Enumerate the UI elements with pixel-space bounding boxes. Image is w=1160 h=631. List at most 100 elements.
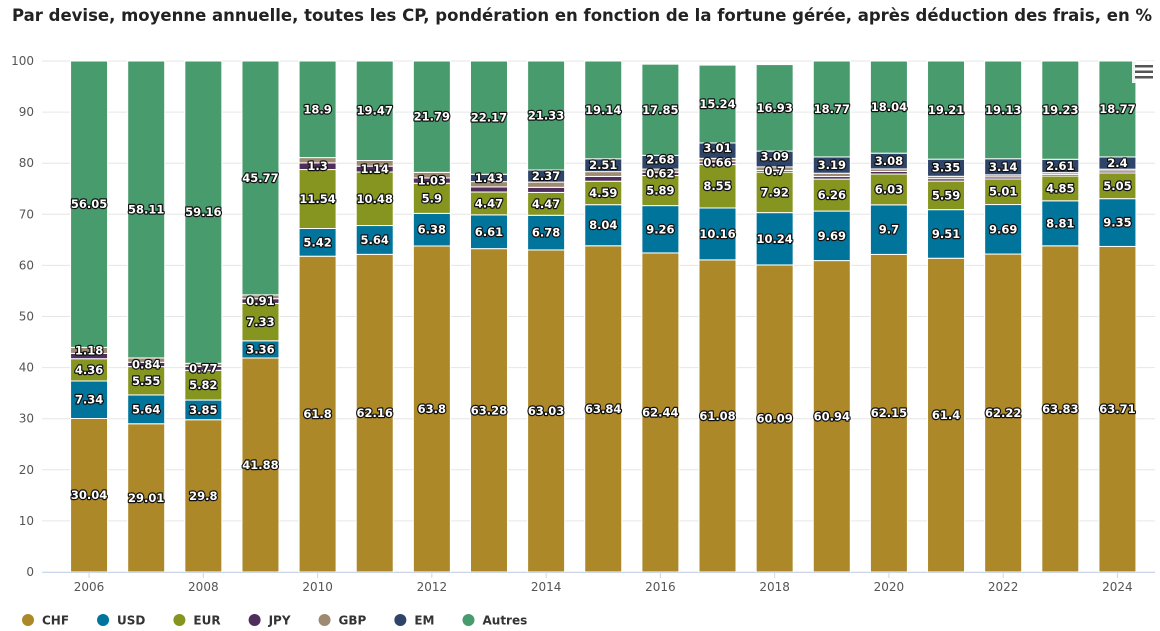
- bar-segment-autres-2011[interactable]: [355, 60, 394, 161]
- bar-segment-eur-2017[interactable]: [698, 163, 737, 209]
- bar-segment-chf-2012[interactable]: [412, 245, 451, 573]
- data-label: 63.28: [471, 403, 507, 417]
- bar-segment-autres-2009[interactable]: [241, 60, 280, 296]
- bar-segment-chf-2011[interactable]: [355, 253, 394, 573]
- bar-segment-chf-2010[interactable]: [298, 255, 337, 573]
- bar-segment-chf-2024[interactable]: [1098, 245, 1137, 573]
- bar-segment-eur-2008[interactable]: [184, 369, 223, 401]
- data-label: 21.79: [414, 110, 450, 124]
- data-label: 19.47: [357, 104, 393, 118]
- data-label: 19.14: [585, 103, 621, 117]
- data-label: 9.35: [1103, 216, 1131, 230]
- bar-segment-autres-2022[interactable]: [984, 60, 1023, 160]
- bar-segment-chf-2008[interactable]: [184, 419, 223, 573]
- bar-segment-jpy-2015[interactable]: [584, 175, 623, 182]
- bar-segment-autres-2013[interactable]: [469, 60, 508, 175]
- bar-segment-usd-2011[interactable]: [355, 225, 394, 255]
- bar-segment-eur-2024[interactable]: [1098, 172, 1137, 200]
- data-label: 3.08: [875, 154, 903, 168]
- bar-segment-chf-2013[interactable]: [469, 248, 508, 573]
- bar-segment-usd-2018[interactable]: [755, 212, 794, 266]
- data-label: 19.13: [985, 103, 1021, 117]
- legend-item-jpy[interactable]: JPY: [248, 614, 291, 628]
- data-label: 10.24: [756, 232, 792, 246]
- legend-marker: [173, 614, 186, 626]
- y-tick-label: 30: [19, 412, 34, 426]
- bar-segment-usd-2014[interactable]: [527, 214, 566, 251]
- data-label: 19.23: [1042, 103, 1078, 117]
- data-label: 62.22: [985, 406, 1021, 420]
- bar-segment-autres-2020[interactable]: [869, 60, 908, 154]
- legend-item-eur[interactable]: EUR: [173, 614, 221, 628]
- bar-segment-autres-2021[interactable]: [927, 60, 966, 160]
- data-label: 7.34: [75, 393, 103, 407]
- y-tick-label: 20: [19, 463, 34, 477]
- bar-segment-usd-2020[interactable]: [869, 204, 908, 255]
- legend-item-autres[interactable]: Autres: [462, 614, 527, 628]
- bar-segment-chf-2016[interactable]: [641, 252, 680, 573]
- x-tick-label: 2022: [988, 580, 1019, 594]
- legend-item-gbp[interactable]: GBP: [318, 614, 367, 628]
- bar-segment-eur-2023[interactable]: [1041, 175, 1080, 202]
- bar-segment-eur-2010[interactable]: [298, 169, 337, 230]
- bar-segment-chf-2021[interactable]: [927, 257, 966, 573]
- bar-segment-autres-2014[interactable]: [527, 60, 566, 171]
- bar-segment-jpy-2014[interactable]: [527, 186, 566, 193]
- bar-segment-chf-2007[interactable]: [127, 423, 166, 573]
- bar-segment-usd-2024[interactable]: [1098, 198, 1137, 247]
- bar-segment-eur-2020[interactable]: [869, 173, 908, 206]
- bar-segment-chf-2017[interactable]: [698, 259, 737, 573]
- bar-segment-autres-2017[interactable]: [698, 64, 737, 144]
- bar-segment-jpy-2013[interactable]: [469, 186, 508, 193]
- data-label: 1.18: [75, 343, 103, 357]
- bar-segment-autres-2024[interactable]: [1098, 60, 1137, 158]
- bar-segment-autres-2008[interactable]: [184, 60, 223, 364]
- bar-segment-autres-2007[interactable]: [127, 60, 166, 359]
- data-label: 60.09: [756, 411, 792, 425]
- bar-segment-chf-2018[interactable]: [755, 264, 794, 573]
- bar-segment-usd-2015[interactable]: [584, 204, 623, 247]
- legend-label: JPY: [268, 614, 291, 628]
- bar-segment-usd-2017[interactable]: [698, 207, 737, 261]
- bar-segment-usd-2019[interactable]: [812, 210, 851, 262]
- bar-segment-chf-2014[interactable]: [527, 249, 566, 573]
- bar-segment-eur-2019[interactable]: [812, 178, 851, 212]
- bar-segment-gbp-2015[interactable]: [584, 171, 623, 177]
- hamburger-menu-icon[interactable]: [1132, 61, 1156, 83]
- legend-item-chf[interactable]: CHF: [22, 614, 69, 628]
- bar-segment-eur-2011[interactable]: [355, 171, 394, 227]
- data-label: 3.36: [246, 342, 274, 356]
- data-label: 62.15: [871, 406, 907, 420]
- bar-segment-usd-2010[interactable]: [298, 228, 337, 257]
- bar-segment-chf-2022[interactable]: [984, 253, 1023, 573]
- bar-segment-chf-2009[interactable]: [241, 357, 280, 573]
- data-label: 5.42: [303, 235, 331, 249]
- bar-segment-autres-2012[interactable]: [412, 60, 451, 173]
- data-label: 9.51: [932, 227, 960, 241]
- bar-segment-chf-2020[interactable]: [869, 253, 908, 573]
- bar-segment-eur-2009[interactable]: [241, 302, 280, 342]
- bar-segment-usd-2023[interactable]: [1041, 200, 1080, 247]
- data-label: 0.7: [764, 164, 784, 178]
- data-label: 3.35: [932, 161, 960, 175]
- bar-segment-autres-2023[interactable]: [1041, 60, 1080, 160]
- bar-segment-eur-2016[interactable]: [641, 175, 680, 207]
- bar-segment-usd-2007[interactable]: [127, 394, 166, 425]
- data-label: 16.93: [756, 101, 792, 115]
- bar-segment-autres-2018[interactable]: [755, 64, 794, 152]
- bar-segment-usd-2006[interactable]: [70, 380, 109, 419]
- legend-item-usd[interactable]: USD: [97, 614, 145, 628]
- legend-marker: [22, 614, 34, 626]
- legend-item-em[interactable]: EM: [394, 614, 434, 628]
- bar-segment-autres-2010[interactable]: [298, 60, 337, 159]
- y-tick-label: 70: [19, 207, 34, 221]
- bar-segment-autres-2006[interactable]: [70, 60, 109, 348]
- data-label: 6.78: [532, 226, 560, 240]
- data-label: 18.77: [1099, 102, 1135, 116]
- bar-segment-autres-2015[interactable]: [584, 60, 623, 160]
- bar-segment-usd-2022[interactable]: [984, 204, 1023, 255]
- data-label: 63.8: [418, 402, 446, 416]
- bar-segment-autres-2016[interactable]: [641, 63, 680, 156]
- data-label: 6.03: [875, 182, 903, 196]
- bar-segment-autres-2019[interactable]: [812, 60, 851, 158]
